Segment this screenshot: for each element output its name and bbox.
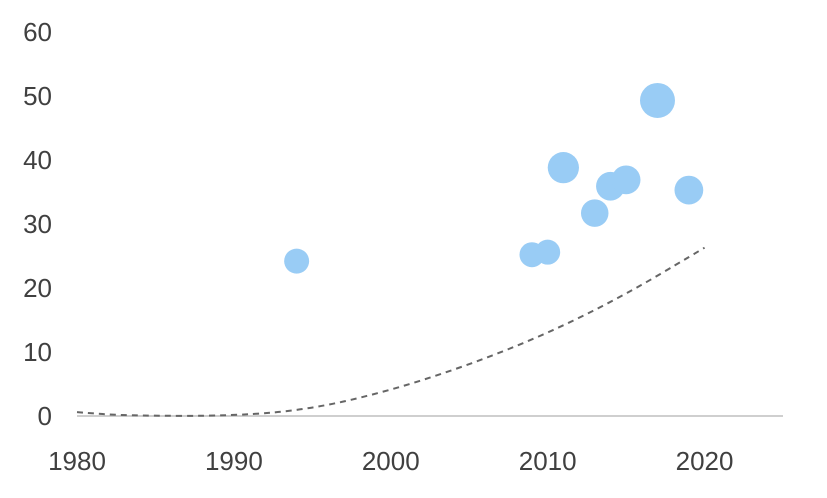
data-point	[580, 199, 609, 227]
x-tick-label: 2000	[362, 446, 420, 476]
y-tick-label: 40	[23, 145, 52, 175]
y-tick-label: 20	[23, 273, 52, 303]
trendline	[76, 246, 706, 417]
data-point	[284, 248, 310, 274]
data-points	[284, 82, 704, 274]
data-point	[547, 152, 579, 184]
y-tick-label: 50	[23, 81, 52, 111]
data-point	[674, 175, 704, 205]
x-tick-label: 1990	[205, 446, 263, 476]
data-point	[611, 165, 641, 195]
y-tick-label: 10	[23, 337, 52, 367]
x-tick-label: 2010	[519, 446, 577, 476]
y-tick-label: 60	[23, 17, 52, 47]
x-tick-label: 1980	[48, 446, 106, 476]
y-tick-label: 0	[38, 401, 52, 431]
y-axis-ticks: 0 10 20 30 40 50 60	[23, 17, 52, 431]
data-point	[639, 82, 675, 118]
y-tick-label: 30	[23, 209, 52, 239]
x-tick-label: 2020	[676, 446, 734, 476]
x-axis-ticks: 1980 1990 2000 2010 2020	[48, 446, 733, 476]
data-point	[535, 239, 561, 265]
